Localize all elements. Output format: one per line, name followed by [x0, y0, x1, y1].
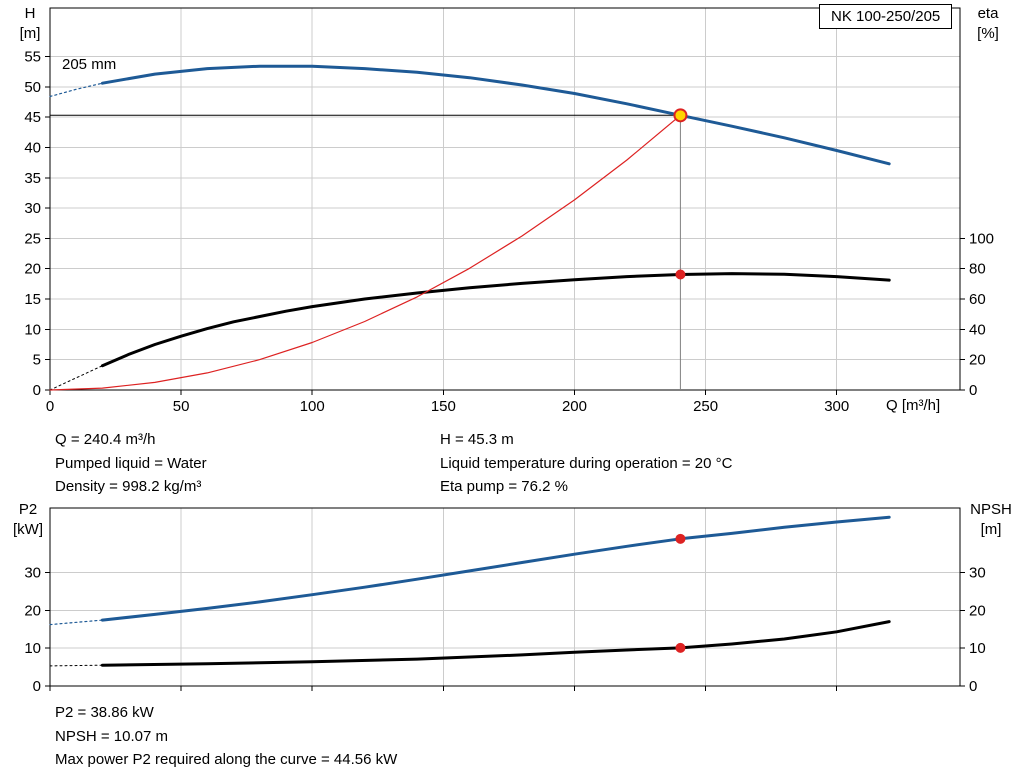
tick-label: 5: [33, 352, 41, 369]
p2-axis-title: P2 [kW]: [6, 500, 50, 540]
tick-label: 0: [969, 678, 977, 695]
eta-curve: [100, 272, 891, 368]
tick-label: 25: [24, 230, 41, 247]
tick-label: 20: [969, 602, 986, 619]
tick-label: 40: [969, 321, 986, 338]
eta-curve-extension: [49, 365, 103, 391]
tick-label: 30: [24, 564, 41, 581]
tick-label: 30: [969, 564, 986, 581]
tick-label: 50: [173, 398, 190, 415]
max-power-value: Max power P2 required along the curve = …: [55, 751, 398, 768]
tick-label: 80: [969, 261, 986, 278]
tick-label: 0: [46, 398, 54, 415]
eta-axis-title: eta [%]: [966, 4, 1010, 44]
h-axis-title-unit: [m]: [19, 25, 41, 42]
p2-value: P2 = 38.86 kW: [55, 704, 154, 721]
npsh-axis-title-symbol: NPSH: [970, 501, 1012, 518]
tick-label: 300: [824, 398, 849, 415]
tick-label: 200: [562, 398, 587, 415]
tick-label: 100: [969, 230, 994, 247]
eta-pump-value: Eta pump = 76.2 %: [440, 478, 568, 495]
eta-axis-title-unit: [%]: [977, 25, 999, 42]
duty-info-left-column: Q = 240.4 m³/h Pumped liquid = Water Den…: [55, 428, 207, 499]
npsh-axis-title-unit: [m]: [980, 521, 1002, 538]
tick-label: 100: [300, 398, 325, 415]
impeller-diameter-label: 205 mm: [62, 56, 117, 73]
h-axis-title: H [m]: [12, 4, 48, 44]
result-info-block: P2 = 38.86 kW NPSH = 10.07 m Max power P…: [55, 701, 397, 772]
tick-label: 55: [24, 49, 41, 66]
plot-frame: [49, 7, 961, 391]
npsh-axis-title: NPSH [m]: [962, 500, 1020, 540]
tick-label: 45: [24, 109, 41, 126]
p2-axis-title-unit: [kW]: [13, 521, 43, 538]
tick-label: 20: [24, 602, 41, 619]
h-curve: [100, 64, 891, 166]
flow-value: Q = 240.4 m³/h: [55, 431, 156, 448]
tick-label: 35: [24, 170, 41, 187]
eta-point-marker[interactable]: [675, 269, 686, 280]
tick-label: 0: [969, 382, 977, 399]
pumped-liquid-value: Pumped liquid = Water: [55, 454, 207, 472]
tick-label: 15: [24, 291, 41, 308]
q-axis-title: Q [m³/h]: [886, 397, 941, 414]
h-curve-extension: [49, 82, 103, 98]
p2-axis-title-symbol: P2: [18, 501, 38, 518]
pump-model-badge: NK 100-250/205: [819, 4, 953, 29]
tick-label: 0: [33, 382, 41, 399]
liquid-temperature-value: Liquid temperature during operation = 20…: [440, 454, 733, 472]
duty-point-marker[interactable]: [673, 108, 688, 123]
tick-label: 50: [24, 79, 41, 96]
system-curve: [49, 114, 681, 391]
tick-label: 20: [24, 261, 41, 278]
qh-chart: 0 50 100 150 200 250 3000510152025303540455055…: [24, 7, 994, 415]
p2npsh-chart: 0 10 20 30 0 10 20 30: [24, 507, 986, 695]
density-value: Density = 998.2 kg/m³: [55, 478, 202, 495]
plot-frame: [49, 507, 961, 687]
tick-label: 10: [24, 321, 41, 338]
npsh-curve-extension: [49, 664, 103, 667]
npsh-curve: [100, 620, 891, 667]
h-axis-title-symbol: H: [24, 5, 36, 22]
tick-label: 250: [693, 398, 718, 415]
p2-curve-extension: [49, 619, 103, 626]
head-value: H = 45.3 m: [440, 431, 514, 448]
p2-point-marker[interactable]: [675, 533, 686, 544]
p2-curve: [100, 515, 891, 622]
npsh-value: NPSH = 10.07 m: [55, 727, 168, 745]
tick-label: 40: [24, 139, 41, 156]
tick-label: 30: [24, 200, 41, 217]
eta-axis-title-symbol: eta: [977, 5, 999, 22]
duty-info-right-column: H = 45.3 m Liquid temperature during ope…: [440, 428, 732, 499]
tick-label: 60: [969, 291, 986, 308]
tick-label: 10: [24, 640, 41, 657]
npsh-point-marker[interactable]: [675, 642, 686, 653]
tick-label: 20: [969, 352, 986, 369]
tick-label: 150: [431, 398, 456, 415]
tick-label: 0: [33, 678, 41, 695]
tick-label: 10: [969, 640, 986, 657]
